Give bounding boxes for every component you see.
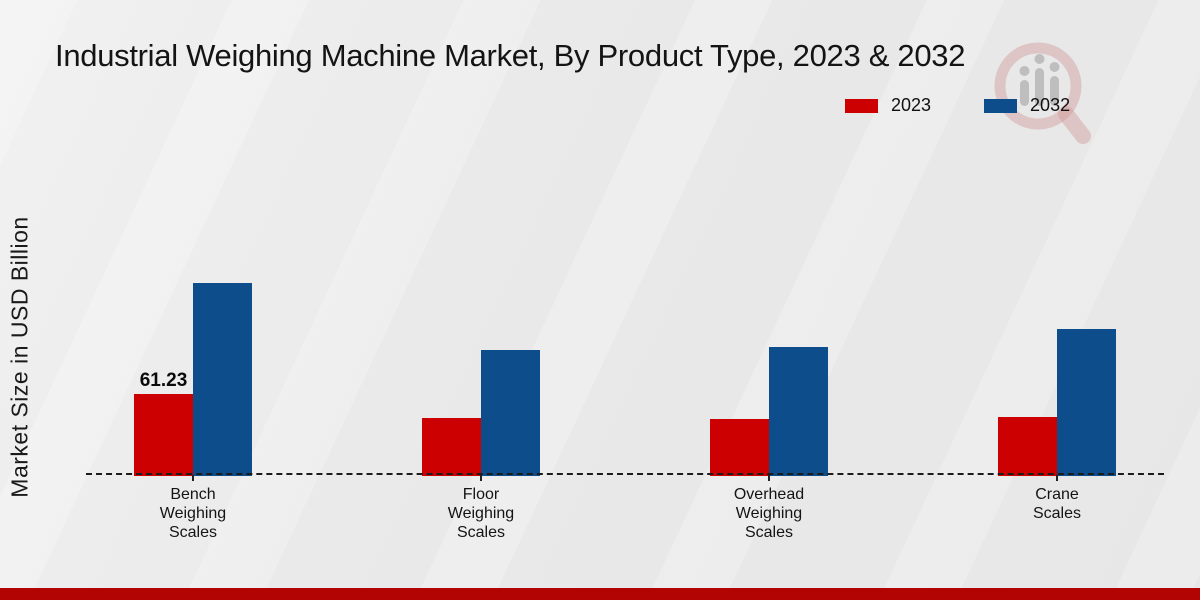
x-label-3: Crane Scales bbox=[1032, 486, 1082, 522]
bar-2032-1 bbox=[481, 350, 540, 476]
bar-2023-0 bbox=[134, 394, 193, 476]
bar-2023-1 bbox=[422, 418, 481, 476]
y-axis-label: Market Size in USD Billion bbox=[6, 216, 33, 498]
x-label-1: Floor Weighing Scales bbox=[447, 486, 515, 541]
x-axis-baseline bbox=[86, 473, 1164, 475]
legend: 2023 2032 bbox=[845, 95, 1070, 116]
legend-item-2032: 2032 bbox=[984, 95, 1070, 116]
bar-2032-3 bbox=[1057, 329, 1116, 476]
magnifier-bar-chart-watermark-icon bbox=[994, 42, 1091, 144]
legend-swatch-2023 bbox=[845, 98, 878, 113]
bar-2023-2 bbox=[710, 419, 769, 476]
legend-label-2032: 2032 bbox=[1030, 95, 1071, 115]
chart-title: Industrial Weighing Machine Market, By P… bbox=[55, 38, 966, 73]
x-tick-2 bbox=[768, 475, 770, 481]
value-label-2023-0: 61.23 bbox=[139, 370, 188, 391]
footer-accent-bar bbox=[0, 588, 1200, 600]
x-tick-3 bbox=[1056, 475, 1058, 481]
bar-2032-0 bbox=[193, 283, 252, 476]
legend-item-2023: 2023 bbox=[845, 95, 931, 116]
legend-swatch-2032 bbox=[984, 98, 1018, 113]
x-tick-0 bbox=[192, 475, 194, 481]
bar-2023-3 bbox=[998, 417, 1057, 476]
x-label-2: Overhead Weighing Scales bbox=[733, 486, 805, 541]
x-tick-1 bbox=[480, 475, 482, 481]
legend-label-2023: 2023 bbox=[891, 95, 932, 115]
bar-2032-2 bbox=[769, 347, 828, 476]
x-label-0: Bench Weighing Scales bbox=[159, 486, 227, 541]
